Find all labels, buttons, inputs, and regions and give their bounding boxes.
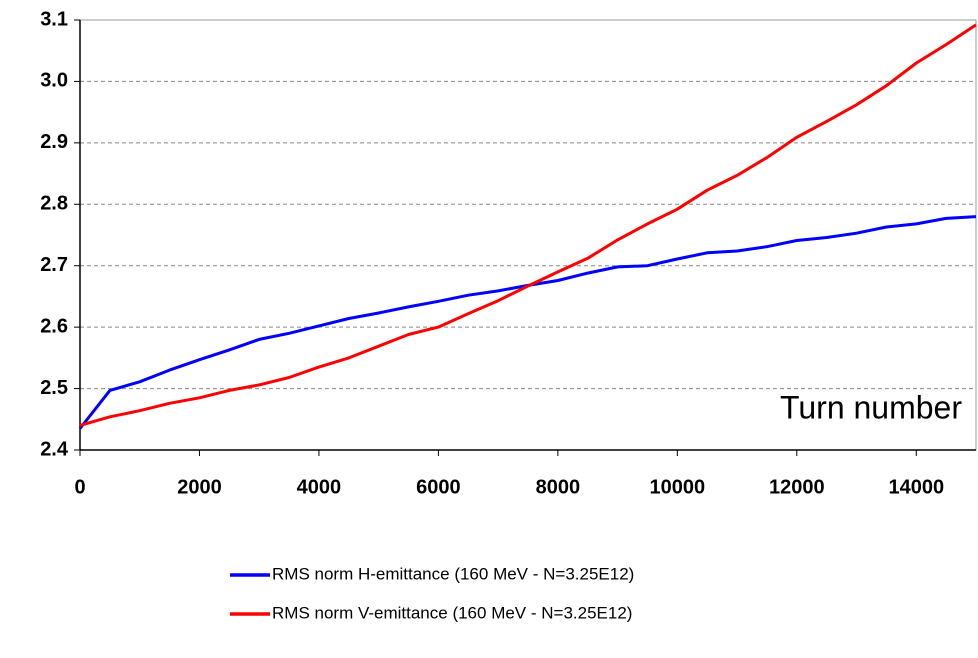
legend-label: RMS norm H-emittance (160 MeV - N=3.25E1… xyxy=(272,564,634,583)
y-tick-label: 3.0 xyxy=(40,70,68,92)
y-tick-label: 2.9 xyxy=(40,131,68,153)
legend-label: RMS norm V-emittance (160 MeV - N=3.25E1… xyxy=(272,603,632,622)
y-tick-label: 2.4 xyxy=(40,438,69,460)
data-line xyxy=(79,23,977,427)
x-tick-label: 4000 xyxy=(297,476,342,498)
x-tick-label: 10000 xyxy=(650,476,706,498)
x-tick-label: 2000 xyxy=(177,476,222,498)
y-tick-label: 3.1 xyxy=(40,8,68,30)
x-tick-label: 8000 xyxy=(536,476,581,498)
x-tick-label: 6000 xyxy=(416,476,461,498)
x-tick-label: 12000 xyxy=(769,476,825,498)
annotation: Turn number xyxy=(780,389,962,425)
y-tick-label: 2.6 xyxy=(40,315,68,337)
x-tick-label: 14000 xyxy=(888,476,944,498)
x-tick-label: 0 xyxy=(74,476,85,498)
y-tick-label: 2.5 xyxy=(40,377,68,399)
y-tick-label: 2.8 xyxy=(40,193,68,215)
y-tick-label: 2.7 xyxy=(40,254,68,276)
